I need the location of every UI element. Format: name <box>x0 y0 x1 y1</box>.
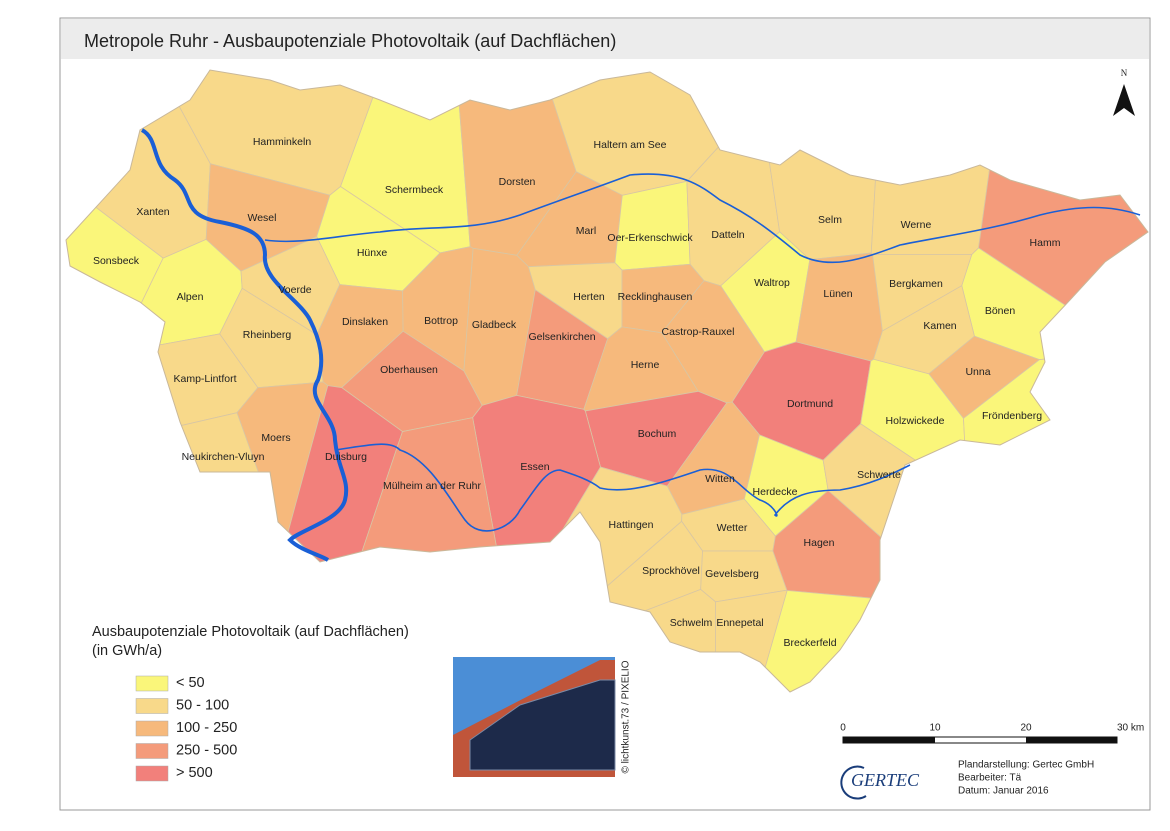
city-label: Sprockhövel <box>642 565 700 577</box>
north-arrow: N <box>1113 68 1135 116</box>
city-label: Hünxe <box>357 247 388 259</box>
city-label: Voerde <box>278 284 311 296</box>
city-label: Wesel <box>248 212 277 224</box>
city-label: Hattingen <box>609 519 654 531</box>
logo: GERTEC <box>840 765 920 800</box>
legend-title: Ausbaupotenziale Photovoltaik (auf Dachf… <box>92 624 409 640</box>
city-label: Datteln <box>711 229 744 241</box>
city-label: Holzwickede <box>886 415 945 427</box>
city-label: Witten <box>705 473 735 485</box>
city-label: Moers <box>261 432 290 444</box>
city-label: Dorsten <box>499 176 536 188</box>
title-bar <box>61 19 1149 59</box>
city-label: Marl <box>576 225 596 237</box>
city-label: Hamm <box>1030 237 1061 249</box>
city-label: Essen <box>520 461 549 473</box>
city-label: Schwerte <box>857 469 901 481</box>
city-label: Kamen <box>923 320 956 332</box>
city-label: Schermbeck <box>385 184 444 196</box>
city-label: Unna <box>965 366 990 378</box>
city-label: Bönen <box>985 305 1016 317</box>
legend-label: 50 - 100 <box>176 697 229 713</box>
city-label: Hagen <box>804 537 835 549</box>
city-label: Gladbeck <box>472 319 517 331</box>
city-label: Selm <box>818 214 842 226</box>
city-label: Mülheim an der Ruhr <box>383 480 482 492</box>
north-label: N <box>1121 68 1128 78</box>
city-label: Lünen <box>823 288 852 300</box>
city-label: Gevelsberg <box>705 568 759 580</box>
north-symbol <box>1113 84 1135 116</box>
legend-subtitle: (in GWh/a) <box>92 643 162 659</box>
rhine <box>140 128 349 562</box>
city-label: Sonsbeck <box>93 255 140 267</box>
legend-swatch <box>135 698 169 714</box>
photo: © lichtkunst.73 / PIXELIO <box>453 657 632 777</box>
city-label: Duisburg <box>325 451 367 463</box>
city-label: Gelsenkirchen <box>528 331 595 343</box>
scale-label: 10 <box>929 723 941 734</box>
city-label: Schwelm <box>670 617 713 629</box>
city-label: Breckerfeld <box>783 637 836 649</box>
photo-credit: © lichtkunst.73 / PIXELIO <box>621 660 632 773</box>
city-label: Kamp-Lintfort <box>173 373 236 385</box>
legend-swatch <box>135 675 169 692</box>
city-label: Recklinghausen <box>618 291 693 303</box>
scale-segment <box>1026 737 1117 743</box>
city-label: Oer-Erkenschwick <box>607 232 693 244</box>
city-label: Waltrop <box>754 277 790 289</box>
legend-label: > 500 <box>176 765 213 781</box>
city-label: Oberhausen <box>380 364 438 376</box>
city-label: Dinslaken <box>342 316 388 328</box>
legend-label: 100 - 250 <box>176 720 237 736</box>
credit-line: Bearbeiter: Tä <box>958 773 1022 784</box>
city-label: Fröndenberg <box>982 410 1042 422</box>
credits: Plandarstellung: Gertec GmbH Bearbeiter: … <box>958 760 1094 797</box>
credit-line: Plandarstellung: Gertec GmbH <box>958 760 1094 771</box>
city-label: Herten <box>573 291 605 303</box>
city-label: Dortmund <box>787 398 833 410</box>
city-label: Haltern am See <box>594 139 667 151</box>
city-label: Werne <box>901 219 932 231</box>
legend-swatch <box>135 720 169 737</box>
city-label: Rheinberg <box>243 329 292 341</box>
title: Metropole Ruhr - Ausbaupotenziale Photov… <box>84 31 616 51</box>
credit-line: Datum: Januar 2016 <box>958 786 1049 797</box>
scale-label: 0 <box>840 723 846 734</box>
legend: Ausbaupotenziale Photovoltaik (auf Dachf… <box>92 624 409 782</box>
city-label: Hamminkeln <box>253 136 312 148</box>
city-label: Xanten <box>136 206 169 218</box>
city-labels: Hamminkeln Schermbeck Dorsten Haltern am Se… <box>93 136 1061 649</box>
city-label: Bochum <box>638 428 677 440</box>
city-label: Herne <box>631 359 660 371</box>
ruhr <box>334 443 911 532</box>
city-label: Bottrop <box>424 315 458 327</box>
scale-bar: 0 10 20 30 km <box>840 723 1144 744</box>
city-label: Alpen <box>177 291 204 303</box>
legend-swatch <box>135 765 169 782</box>
rivers <box>140 128 1141 562</box>
logo-text: GERTEC <box>851 770 920 790</box>
municipality <box>795 252 883 362</box>
legend-label: < 50 <box>176 675 205 691</box>
city-label: Bergkamen <box>889 278 943 290</box>
scale-segment <box>843 737 935 743</box>
lippe <box>264 173 1141 264</box>
scale-label: 30 km <box>1117 723 1144 734</box>
city-label: Herdecke <box>753 486 798 498</box>
logo-arc <box>840 765 867 800</box>
city-label: Ennepetal <box>716 617 763 629</box>
city-label: Wetter <box>717 522 748 534</box>
photo-panels <box>469 679 616 771</box>
legend-swatch <box>135 743 169 759</box>
city-label: Neukirchen-Vluyn <box>182 451 265 463</box>
legend-label: 250 - 500 <box>176 742 237 758</box>
municipality <box>614 180 691 271</box>
city-label: Castrop-Rauxel <box>662 326 735 338</box>
scale-label: 20 <box>1020 723 1032 734</box>
